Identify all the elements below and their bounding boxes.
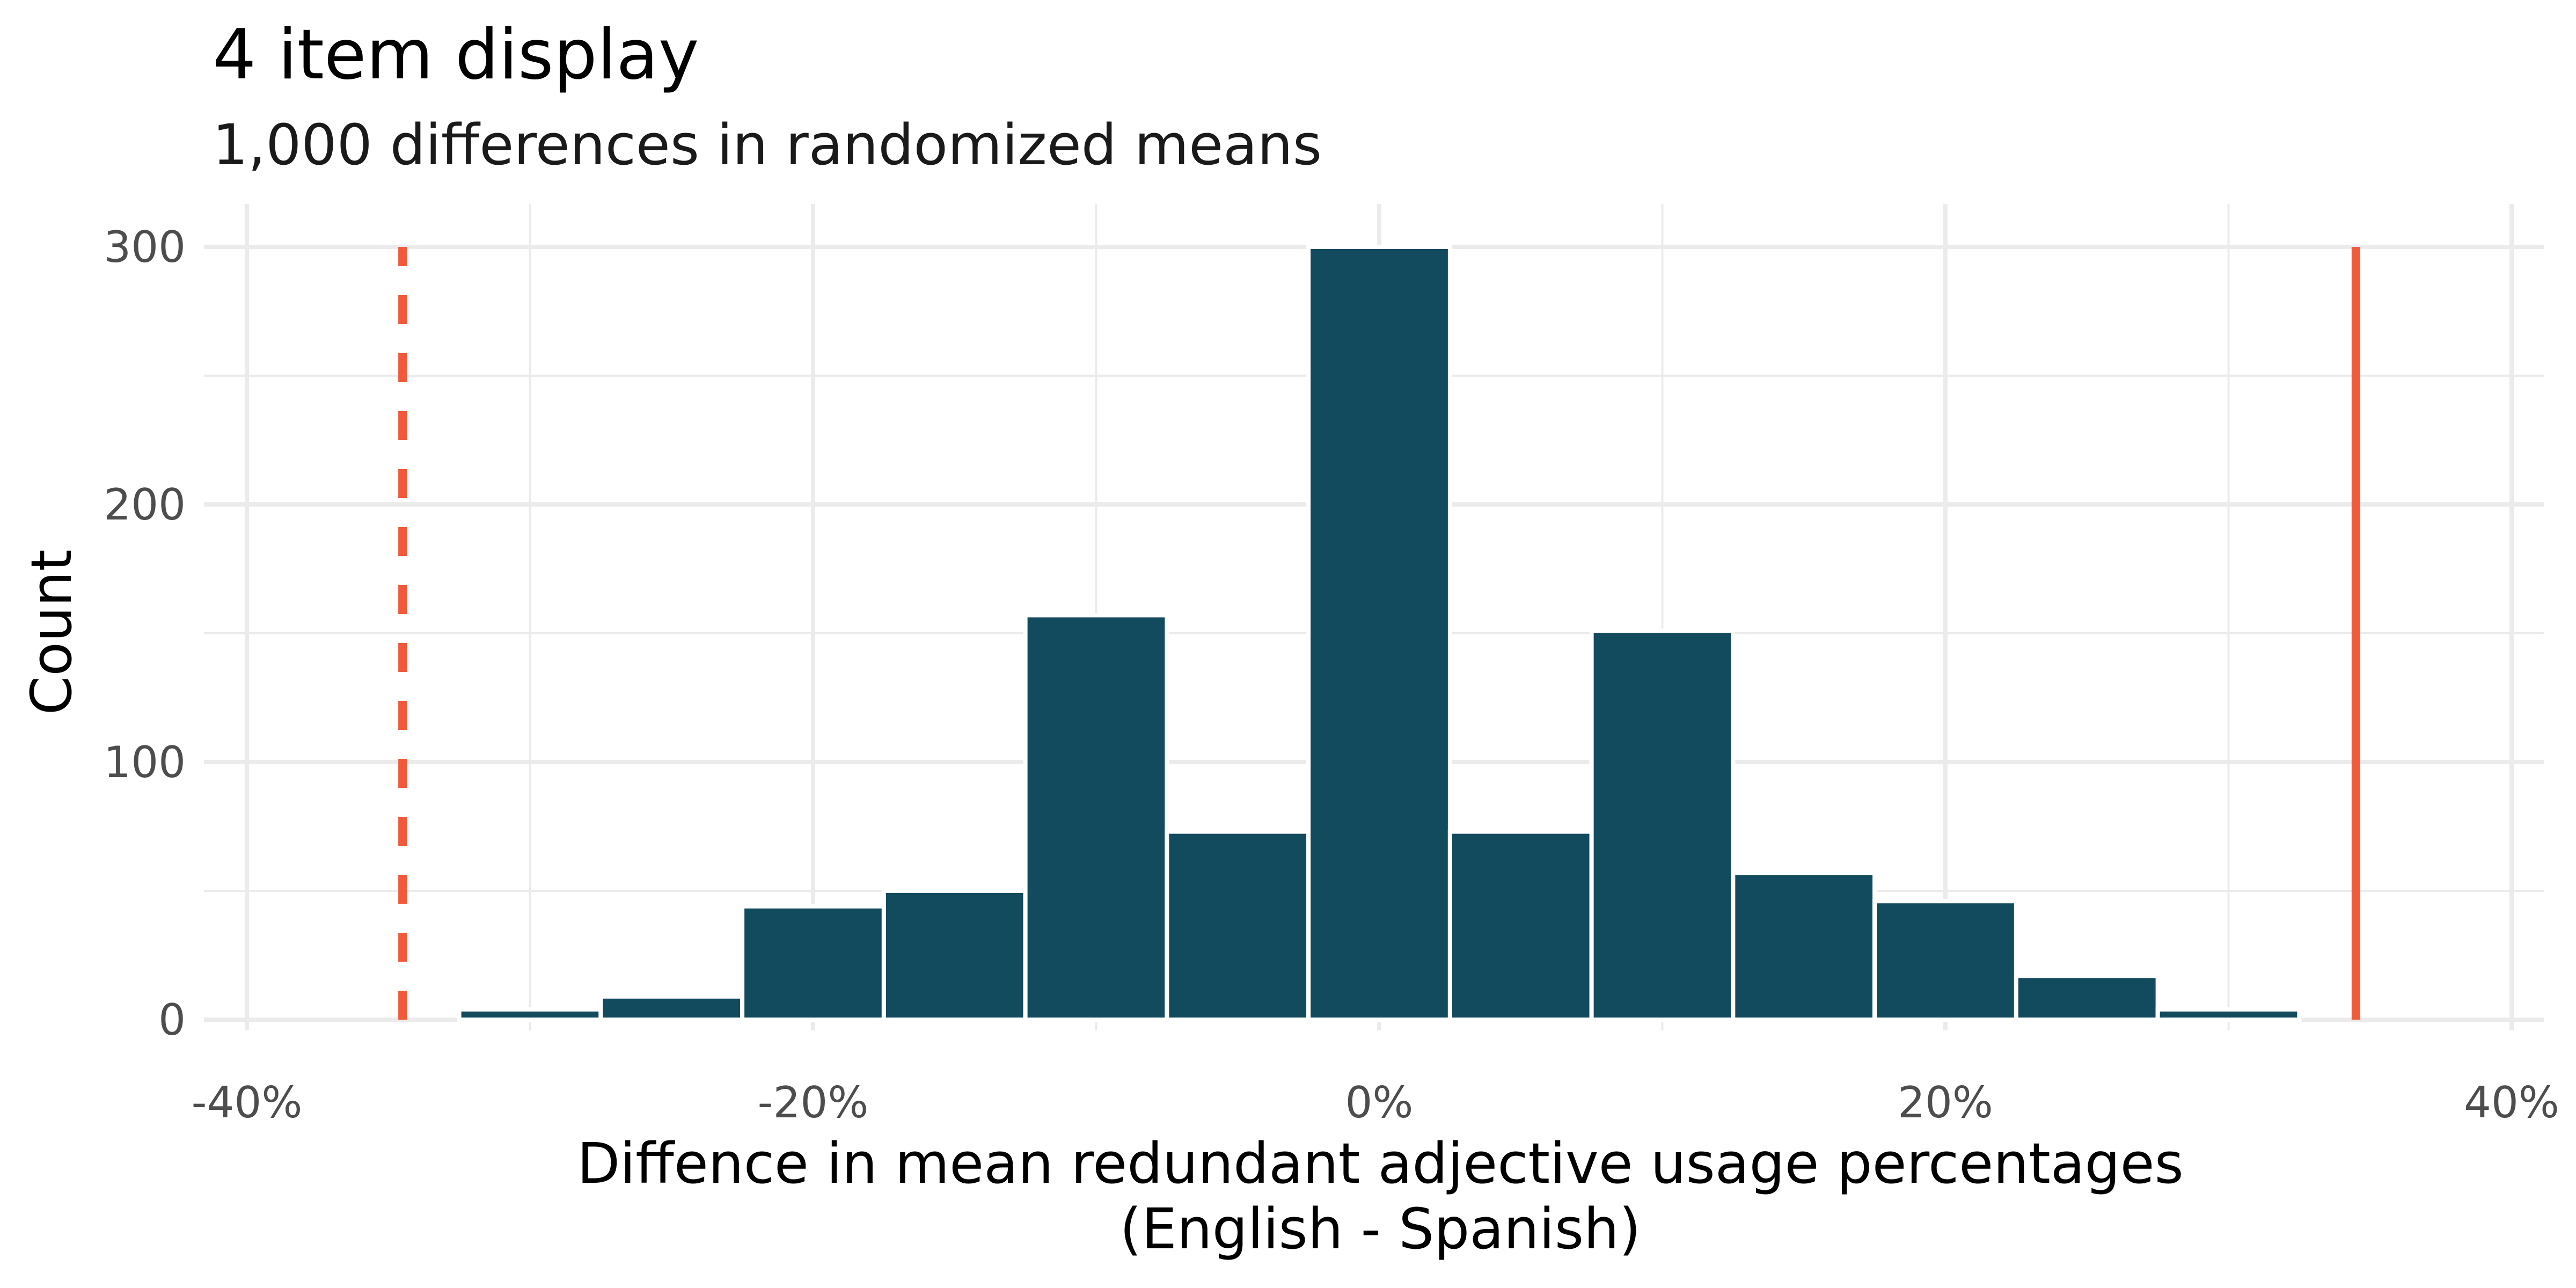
y-axis-ticks: 0 100 200 300 xyxy=(104,222,186,1045)
histogram-bar xyxy=(2155,1007,2302,1022)
histogram-bar xyxy=(1165,829,1311,1022)
histogram-bar xyxy=(598,994,745,1022)
chart-subtitle: 1,000 differences in randomized means xyxy=(213,112,1322,178)
y-tick-label: 200 xyxy=(104,480,186,530)
histogram-bar xyxy=(881,889,1028,1022)
histogram-bar xyxy=(1306,245,1452,1022)
y-tick-label: 300 xyxy=(104,222,186,272)
histogram-bar xyxy=(1872,899,2018,1022)
x-axis-ticks: -40% -20% 0% 20% 40% xyxy=(192,1078,2559,1128)
histogram-bar xyxy=(2014,974,2160,1022)
x-axis-title-line-1: Diffence in mean redundant adjective usa… xyxy=(577,1131,2184,1196)
chart-title: 4 item display xyxy=(213,15,699,95)
x-axis-title-line-2: (English - Spanish) xyxy=(1120,1196,1641,1262)
histogram-bar xyxy=(740,904,886,1022)
x-tick-label: 20% xyxy=(1898,1078,1993,1128)
x-tick-label: 0% xyxy=(1345,1078,1414,1128)
x-tick-label: -40% xyxy=(192,1078,303,1128)
histogram-bar xyxy=(1589,628,1736,1022)
reference-lines xyxy=(398,247,2360,1020)
histogram-bar xyxy=(1731,870,1877,1022)
y-tick-label: 100 xyxy=(104,737,186,787)
histogram-bars xyxy=(457,245,2302,1022)
y-axis-title: Count xyxy=(19,550,84,715)
histogram-bar xyxy=(457,1007,603,1022)
x-tick-label: 40% xyxy=(2464,1078,2559,1128)
y-tick-label: 0 xyxy=(158,995,186,1045)
histogram-bar xyxy=(1447,829,1594,1022)
x-tick-label: -20% xyxy=(758,1078,869,1128)
histogram-bar xyxy=(1023,613,1169,1022)
